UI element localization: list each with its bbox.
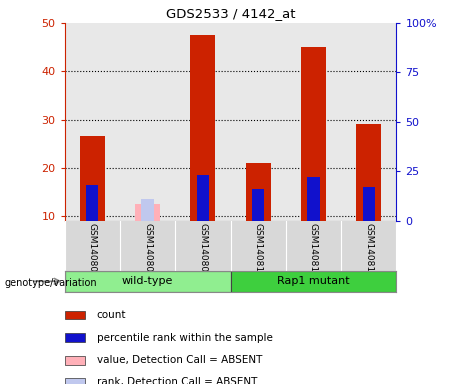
- Bar: [301, 47, 326, 221]
- Bar: [86, 185, 98, 221]
- Text: percentile rank within the sample: percentile rank within the sample: [97, 333, 273, 343]
- Bar: [65, 356, 85, 364]
- Bar: [307, 177, 319, 221]
- Text: rank, Detection Call = ABSENT: rank, Detection Call = ABSENT: [97, 377, 257, 384]
- Bar: [197, 175, 209, 221]
- Bar: [142, 199, 154, 221]
- Text: GSM140810: GSM140810: [254, 223, 263, 278]
- Bar: [246, 163, 271, 221]
- Bar: [80, 136, 105, 221]
- Bar: [356, 124, 381, 221]
- Text: GSM140811: GSM140811: [309, 223, 318, 278]
- Bar: [65, 378, 85, 384]
- Text: count: count: [97, 310, 126, 320]
- Bar: [363, 187, 375, 221]
- Bar: [230, 271, 396, 292]
- Bar: [65, 333, 85, 342]
- Text: wild-type: wild-type: [122, 276, 173, 286]
- Bar: [65, 311, 85, 319]
- Text: Rap1 mutant: Rap1 mutant: [277, 276, 350, 286]
- Text: genotype/variation: genotype/variation: [5, 278, 97, 288]
- Text: GSM140809: GSM140809: [198, 223, 207, 278]
- Bar: [252, 189, 264, 221]
- Bar: [65, 271, 230, 292]
- Text: GSM140808: GSM140808: [143, 223, 152, 278]
- Text: GSM140812: GSM140812: [364, 223, 373, 278]
- Title: GDS2533 / 4142_at: GDS2533 / 4142_at: [166, 7, 295, 20]
- Text: GSM140805: GSM140805: [88, 223, 97, 278]
- Bar: [135, 204, 160, 221]
- Bar: [190, 35, 215, 221]
- Text: value, Detection Call = ABSENT: value, Detection Call = ABSENT: [97, 355, 262, 365]
